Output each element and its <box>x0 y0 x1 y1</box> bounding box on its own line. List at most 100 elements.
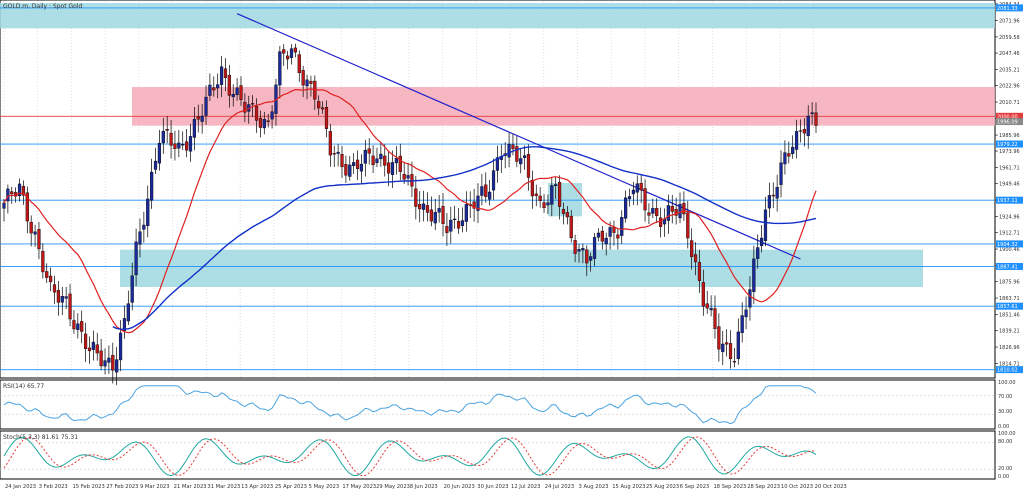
candle <box>64 296 68 299</box>
stoch-label: Stoch(5,3,3) 81.61 75.31 <box>3 434 78 441</box>
candle <box>464 204 468 222</box>
price-axis: 2084.342071.962059.582047.462035.212022.… <box>995 2 1020 367</box>
candle <box>651 208 655 214</box>
chart-title: GOLD.m, Daily : Spot Gold <box>3 3 82 10</box>
candle <box>150 171 154 201</box>
candle <box>394 158 399 164</box>
candle <box>126 303 130 322</box>
candle <box>134 241 138 276</box>
candle <box>282 49 286 54</box>
candle <box>111 355 115 371</box>
candle <box>581 248 585 251</box>
candle <box>258 117 263 128</box>
candle <box>383 155 387 166</box>
y-tick-label: 1900.46 <box>999 247 1020 253</box>
candle <box>445 226 449 233</box>
candle <box>491 170 496 191</box>
candle <box>130 275 134 303</box>
candle <box>760 237 764 246</box>
candle <box>41 250 45 273</box>
candle <box>297 54 301 74</box>
candle <box>476 195 480 211</box>
candle <box>666 205 670 221</box>
candle <box>49 275 53 283</box>
candle <box>565 212 569 218</box>
candle <box>17 183 22 196</box>
candle <box>266 120 270 122</box>
stoch-tick: 20.00 <box>998 466 1012 472</box>
candle <box>713 308 717 329</box>
candles-layer <box>2 43 818 386</box>
candle <box>554 184 558 187</box>
x-tick-label: 8 Jun 2023 <box>410 484 438 490</box>
stoch-signal-line <box>3 436 817 477</box>
zone <box>120 249 923 287</box>
x-tick-label: 15 Aug 2023 <box>612 484 645 490</box>
candle <box>472 201 476 209</box>
candle <box>787 153 791 157</box>
moving-averages-layer <box>3 88 817 334</box>
candle <box>515 146 519 162</box>
x-tick-label: 10 Oct 2023 <box>781 484 813 490</box>
candle <box>142 224 146 230</box>
rsi-label: RSI(14) 65.77 <box>3 383 44 390</box>
candle <box>301 70 305 86</box>
rsi-tick: 0.00 <box>998 424 1009 430</box>
y-tick-label: 1961.71 <box>999 165 1020 171</box>
candle <box>336 151 340 154</box>
candle <box>744 309 748 318</box>
candle <box>177 142 181 149</box>
y-tick-label: 1839.21 <box>999 329 1020 335</box>
candle <box>480 186 484 196</box>
candle <box>387 162 391 174</box>
x-tick-label: 27 Feb 2023 <box>106 484 138 490</box>
candle <box>21 186 26 196</box>
candle <box>740 315 744 333</box>
levels-layer <box>0 7 995 371</box>
candle <box>192 119 196 138</box>
candle <box>425 205 430 213</box>
candle <box>546 202 550 206</box>
candle <box>10 191 14 195</box>
candle <box>717 326 721 350</box>
candle <box>721 343 725 352</box>
candle <box>814 112 818 126</box>
candle <box>375 158 379 163</box>
candle <box>705 303 709 309</box>
candle <box>29 221 33 234</box>
price-panel-border <box>0 0 996 379</box>
candle <box>227 74 231 96</box>
candle <box>686 212 690 239</box>
candle <box>600 230 604 242</box>
candle <box>200 115 204 122</box>
price-panel: 2084.342071.962059.582047.462035.212022.… <box>0 0 1023 386</box>
candle <box>798 130 803 132</box>
candle <box>748 289 752 308</box>
stoch-ticks: 100.00 80.00 20.00 0.00 <box>998 431 1016 480</box>
candle <box>736 331 740 360</box>
candle <box>363 149 367 164</box>
trendline <box>236 13 801 260</box>
level-tag-label: 1857.61 <box>997 304 1018 310</box>
candle <box>348 164 352 177</box>
candle <box>208 84 212 96</box>
candle <box>658 217 663 227</box>
y-tick-label: 1924.96 <box>999 214 1020 220</box>
candle <box>305 79 309 87</box>
candle <box>83 333 88 349</box>
candle <box>449 219 453 232</box>
x-tick-label: 24 Jul 2023 <box>545 484 574 490</box>
candle <box>674 208 678 216</box>
candle <box>76 323 80 330</box>
y-tick-label: 1912.71 <box>999 231 1020 237</box>
candle <box>165 129 169 131</box>
candle <box>286 55 290 60</box>
stoch-grid <box>0 442 995 470</box>
candle <box>631 189 635 195</box>
candle <box>239 85 243 100</box>
candle <box>169 132 173 146</box>
candle <box>569 215 573 239</box>
candle <box>418 204 422 210</box>
